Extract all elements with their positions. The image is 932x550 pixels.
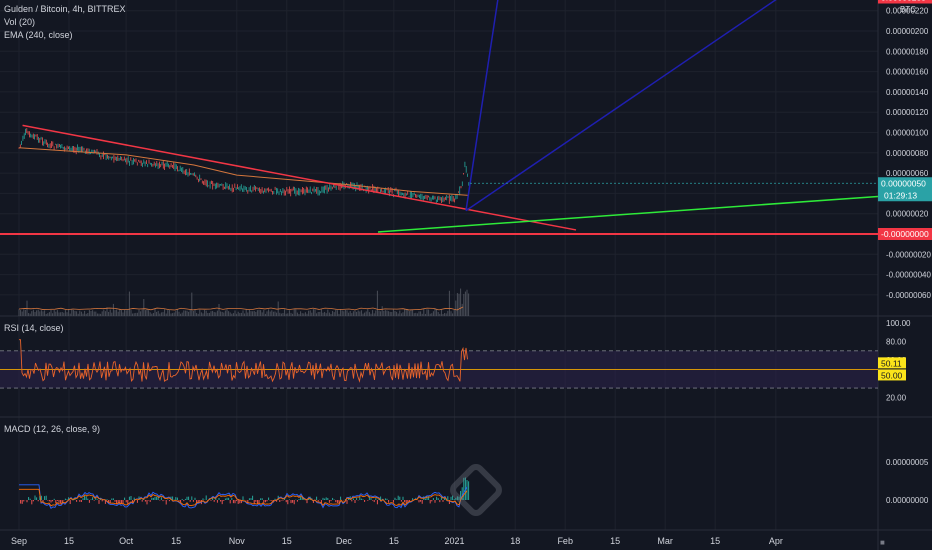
time-tick-label: 15 [610, 536, 620, 546]
volume-ma-line [18, 306, 464, 311]
time-tick-label: 15 [710, 536, 720, 546]
price-tick-label: 0.00000220 [886, 7, 929, 16]
rsi-legend[interactable]: RSI (14, close) [4, 323, 64, 333]
rsi-line[interactable] [19, 339, 468, 383]
level-price-tag [878, 228, 932, 240]
last-price-text: 0.00000050 [881, 178, 926, 188]
level-price-text: -0.00000000 [881, 229, 929, 239]
currency-label: BTC [900, 5, 916, 14]
price-tick-label: 0.00000060 [886, 169, 929, 178]
level-price-tag [878, 0, 932, 4]
time-tick-label: Feb [557, 536, 573, 546]
rsi-plot[interactable] [0, 339, 878, 389]
volume-legend[interactable]: Vol (20) [4, 17, 36, 27]
price-tick-label: -0.00000060 [886, 291, 931, 300]
trendline-drawings[interactable] [0, 0, 879, 235]
watermark-logo [450, 464, 502, 516]
level-price-text: 0.00000233 [881, 0, 926, 3]
rsi-value-text: 50.00 [881, 370, 903, 380]
blue-trendline[interactable] [465, 0, 797, 212]
last-price-tag [878, 177, 932, 202]
rsi-value-tag [878, 357, 906, 369]
time-tick-label: 15 [389, 536, 399, 546]
symbol-title[interactable]: Gulden / Bitcoin, 4h, BITTREX [4, 4, 126, 14]
time-tick-label: Oct [119, 536, 134, 546]
price-tick-label: 0.00000080 [886, 149, 929, 158]
price-tick-label: 0.00000160 [886, 68, 929, 77]
price-tick-label: -0.00000040 [886, 271, 931, 280]
ema-legend[interactable]: EMA (240, close) [4, 30, 73, 40]
rsi-tick-label: 80.00 [886, 338, 907, 347]
time-axis[interactable]: Sep 15 Oct 15 Nov 15 Dec 15 2021 18 Feb 15 Mar 15 Apr [11, 536, 783, 546]
time-tick-label: 15 [171, 536, 181, 546]
macd-plot[interactable] [18, 464, 502, 516]
time-tick-label: Mar [657, 536, 673, 546]
time-tick-label: Apr [769, 536, 783, 546]
price-tick-label: 0.00000200 [886, 27, 929, 36]
time-tick-label: 18 [510, 536, 520, 546]
macd-tick-label: 0.00000005 [886, 458, 929, 467]
price-tick-label: 0.00000020 [886, 210, 929, 219]
time-tick-label: 15 [64, 536, 74, 546]
time-tick-label: Dec [336, 536, 353, 546]
price-tick-label: 0.00000140 [886, 88, 929, 97]
rsi-tick-label: 100.00 [886, 319, 911, 328]
time-tick-label: Sep [11, 536, 27, 546]
price-tags: 0.00000233 -0.00000000 0.00000050 01:29:13 5… [878, 0, 932, 381]
red-trendline[interactable] [22, 124, 577, 231]
price-tick-label: -0.00000020 [886, 250, 931, 259]
time-tick-label: 2021 [445, 536, 465, 546]
time-tick-label: Nov [229, 536, 246, 546]
price-plot[interactable] [18, 128, 470, 204]
price-tick-label: 0.00000120 [886, 108, 929, 117]
time-tick-label: 15 [282, 536, 292, 546]
scale-mode-icon[interactable]: ■ [880, 538, 885, 547]
rsi-tick-label: 20.00 [886, 393, 907, 402]
macd-legend[interactable]: MACD (12, 26, close, 9) [4, 424, 101, 434]
ema-line[interactable] [18, 147, 469, 196]
rsi-value-tag [878, 369, 906, 381]
volume-plot [18, 288, 470, 316]
rsi-value-text: 50.11 [881, 358, 902, 368]
macd-tick-label: 0.00000000 [886, 496, 929, 505]
green-trendline[interactable] [377, 195, 879, 233]
blue-trendline[interactable] [465, 0, 500, 211]
countdown-text: 01:29:13 [884, 190, 917, 200]
signal-line[interactable] [19, 488, 468, 507]
price-tick-label: 0.00000180 [886, 47, 929, 56]
price-tick-label: 0.00000100 [886, 129, 929, 138]
